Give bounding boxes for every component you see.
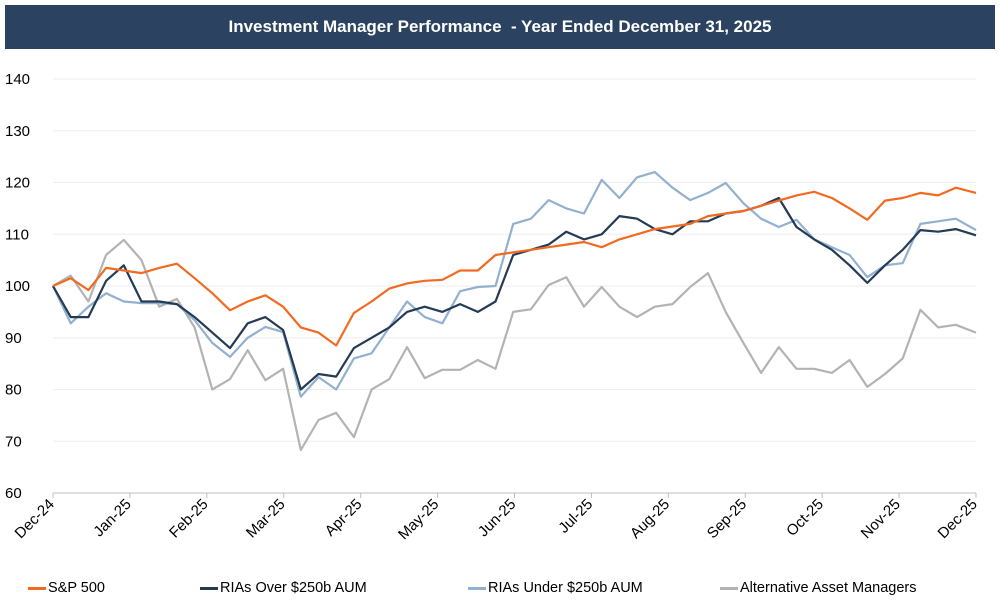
x-tick-label: Jul-25 [555, 496, 596, 537]
x-tick-label: Sep-25 [704, 496, 750, 542]
legend-item: RIAs Under $250b AUM [468, 580, 643, 596]
y-tick-label: 110 [5, 226, 29, 243]
chart-title: Investment Manager Performance - Year En… [5, 5, 995, 49]
series-line-rias-over-250b-aum [52, 196, 977, 391]
y-tick-label: 70 [5, 433, 22, 450]
series-lines [52, 171, 977, 452]
legend-item: Alternative Asset Managers [720, 580, 917, 596]
legend-label: Alternative Asset Managers [740, 580, 917, 596]
legend-label: RIAs Over $250b AUM [220, 580, 367, 596]
y-tick-label: 60 [5, 485, 22, 502]
series-line-rias-under-250b-aum [52, 171, 977, 398]
legend-swatch [200, 586, 218, 590]
legend: S&P 500 RIAs Over $250b AUM RIAs Under $25… [0, 580, 1000, 602]
x-tick-label: Jun-25 [475, 496, 519, 540]
x-tick-label: Apr-25 [322, 496, 366, 540]
x-tick-label: Feb-25 [166, 496, 212, 542]
legend-swatch [720, 586, 738, 590]
legend-swatch [468, 586, 486, 590]
y-tick-label: 90 [5, 330, 22, 347]
y-tick-label: 130 [5, 123, 30, 140]
x-tick-label: Nov-25 [858, 496, 904, 542]
gridlines [53, 78, 976, 442]
y-tick-label: 120 [5, 175, 30, 192]
x-tick-label: Aug-25 [627, 496, 673, 542]
x-tick-label: Jan-25 [90, 496, 134, 540]
series-line-alternative-asset-managers [52, 238, 977, 452]
y-axis-ticks: 60 70 80 90 100 110 120 130 140 [5, 71, 30, 502]
legend-item: RIAs Over $250b AUM [200, 580, 367, 596]
x-tick-label: Dec-25 [935, 496, 981, 542]
y-tick-label: 80 [5, 382, 22, 399]
x-tick-label: May-25 [395, 496, 442, 543]
x-axis: Dec-24 Jan-25 Feb-25 Mar-25 Apr-25 May-25 Jun-… [12, 492, 981, 543]
y-tick-label: 140 [5, 71, 30, 88]
x-tick-label: Oct-25 [783, 496, 827, 540]
y-tick-label: 100 [5, 278, 30, 295]
x-tick-label: Mar-25 [243, 496, 289, 542]
legend-label: RIAs Under $250b AUM [488, 580, 643, 596]
legend-label: S&P 500 [48, 580, 105, 596]
legend-swatch [28, 586, 46, 590]
legend-item: S&P 500 [28, 580, 105, 596]
series-line-s-p-500 [52, 186, 977, 347]
x-tick-label: Dec-24 [12, 496, 58, 542]
